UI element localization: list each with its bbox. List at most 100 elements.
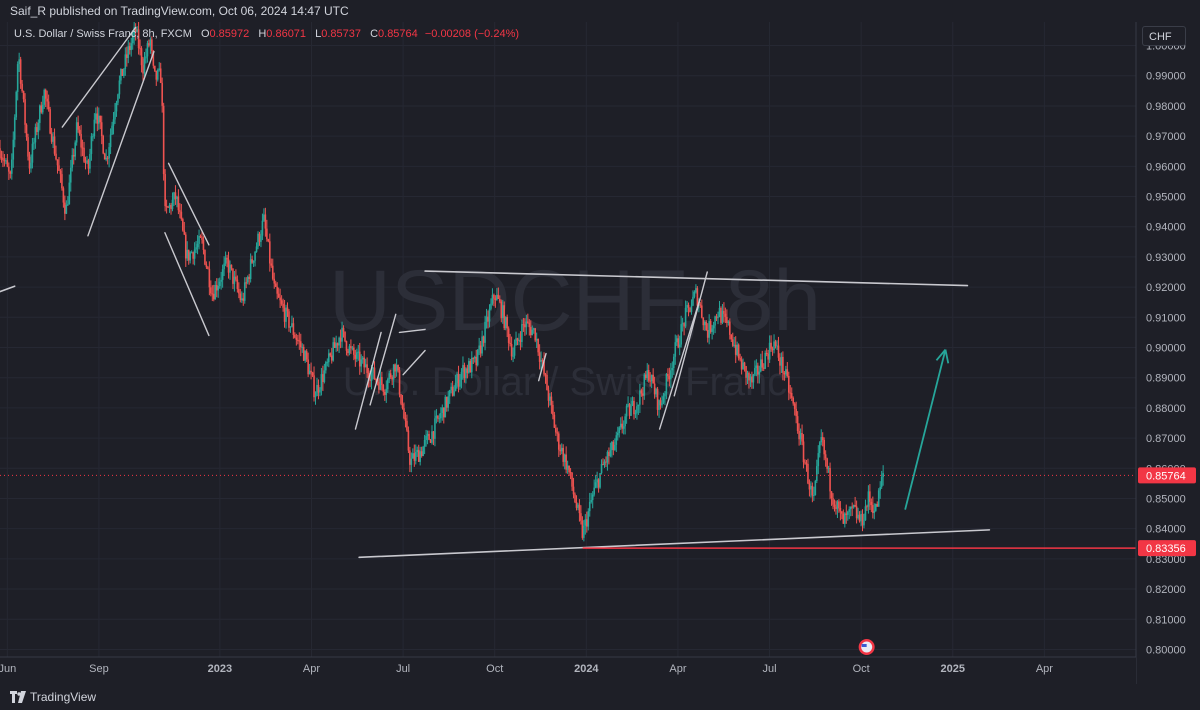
candle-body bbox=[395, 364, 398, 372]
candle-body bbox=[261, 220, 264, 236]
candle-body bbox=[832, 498, 834, 505]
candle-body bbox=[350, 346, 352, 348]
target-arrow bbox=[904, 349, 947, 510]
candle-body bbox=[260, 235, 262, 242]
target-arrow-head bbox=[944, 349, 950, 364]
candle-body bbox=[419, 451, 421, 462]
candle-body bbox=[525, 321, 528, 328]
chart-area[interactable]: USDCHF, 8h U.S. Dollar / Swiss Franc 1.0… bbox=[0, 22, 1200, 684]
candle-body bbox=[503, 305, 506, 329]
candle-body bbox=[824, 454, 827, 459]
candle-body bbox=[618, 427, 621, 434]
candle-body bbox=[556, 432, 559, 434]
time-tick-label: Jul bbox=[763, 663, 777, 675]
candle-body bbox=[600, 464, 603, 474]
candle-body bbox=[562, 447, 565, 462]
candle-body bbox=[316, 384, 318, 397]
candle-body bbox=[602, 464, 604, 466]
candle-body bbox=[124, 54, 127, 69]
candle-body bbox=[211, 293, 214, 295]
time-tick-label: 2023 bbox=[208, 663, 232, 675]
price-tick-label: 0.92000 bbox=[1146, 282, 1186, 294]
high-value: 0.86071 bbox=[266, 28, 307, 40]
low-key: L bbox=[315, 28, 322, 40]
candle-body bbox=[841, 511, 843, 514]
candle-body bbox=[777, 345, 780, 358]
candle-body bbox=[403, 408, 405, 419]
candle-body bbox=[661, 402, 663, 406]
target-arrow-head bbox=[935, 349, 947, 361]
channel-line bbox=[61, 26, 137, 128]
candle-body bbox=[83, 147, 85, 162]
candle-body bbox=[335, 343, 337, 348]
candle-body bbox=[6, 160, 9, 167]
candle-body bbox=[726, 316, 728, 323]
candle-body bbox=[68, 182, 71, 205]
candle-body bbox=[420, 451, 423, 456]
currency-badge[interactable]: CHF bbox=[1142, 26, 1186, 46]
candle-body bbox=[555, 427, 557, 433]
candle-body bbox=[678, 344, 681, 348]
drawing-tools[interactable] bbox=[0, 26, 1136, 559]
candle-body bbox=[647, 369, 650, 381]
candle-body bbox=[52, 136, 54, 142]
candle-body bbox=[703, 321, 706, 326]
candle-body bbox=[644, 374, 647, 379]
candle-body bbox=[512, 355, 514, 357]
candle-body bbox=[677, 338, 680, 348]
candle-body bbox=[445, 396, 448, 408]
candle-body bbox=[522, 324, 525, 326]
candle-body bbox=[106, 157, 109, 159]
candle-body bbox=[587, 511, 590, 527]
price-tick-label: 0.98000 bbox=[1146, 101, 1186, 113]
candle-body bbox=[295, 337, 298, 340]
candle-body bbox=[145, 56, 147, 59]
candle-body bbox=[33, 142, 35, 144]
candle-body bbox=[417, 449, 420, 462]
candle-body bbox=[212, 293, 215, 300]
candle-body bbox=[388, 373, 391, 380]
candle-body bbox=[155, 70, 158, 80]
candle-body bbox=[437, 415, 439, 419]
channel-line bbox=[164, 232, 210, 337]
candle-body bbox=[550, 396, 553, 405]
candle-body bbox=[665, 373, 668, 394]
candle-body bbox=[764, 352, 766, 369]
tradingview-logo[interactable]: TradingView bbox=[10, 689, 96, 705]
channel-line bbox=[673, 271, 708, 397]
candle-body bbox=[65, 204, 68, 214]
candle-body bbox=[332, 342, 335, 361]
candle-body bbox=[863, 520, 865, 526]
time-tick-label: Sep bbox=[89, 663, 109, 675]
candle-body bbox=[836, 501, 839, 510]
price-chart[interactable]: USDCHF, 8h U.S. Dollar / Swiss Franc 1.0… bbox=[0, 22, 1200, 684]
candle-body bbox=[276, 286, 278, 294]
candle-body bbox=[596, 479, 598, 483]
candle-body bbox=[24, 99, 26, 125]
candle-body bbox=[438, 418, 441, 420]
candle-body bbox=[702, 317, 705, 326]
candle-body bbox=[447, 396, 450, 408]
candle-body bbox=[460, 371, 463, 380]
candle-body bbox=[13, 117, 16, 140]
candle-body bbox=[454, 383, 457, 392]
candle-body bbox=[344, 331, 346, 342]
candle-body bbox=[196, 243, 199, 248]
candle-body bbox=[621, 423, 623, 429]
candle-body bbox=[323, 370, 326, 383]
candle-body bbox=[493, 294, 495, 299]
candle-body bbox=[193, 249, 196, 259]
candle-body bbox=[490, 303, 492, 309]
candle-body bbox=[176, 196, 178, 199]
candle-body bbox=[671, 367, 674, 371]
candle-body bbox=[823, 439, 825, 455]
candle-body bbox=[857, 514, 859, 519]
candle-body bbox=[515, 338, 517, 346]
candle-body bbox=[779, 357, 781, 366]
candle-body bbox=[630, 405, 632, 416]
candle-body bbox=[114, 111, 116, 120]
channel-line bbox=[658, 298, 701, 430]
candle-body bbox=[210, 287, 212, 294]
candle-body bbox=[469, 361, 472, 373]
candle-body bbox=[358, 351, 361, 367]
